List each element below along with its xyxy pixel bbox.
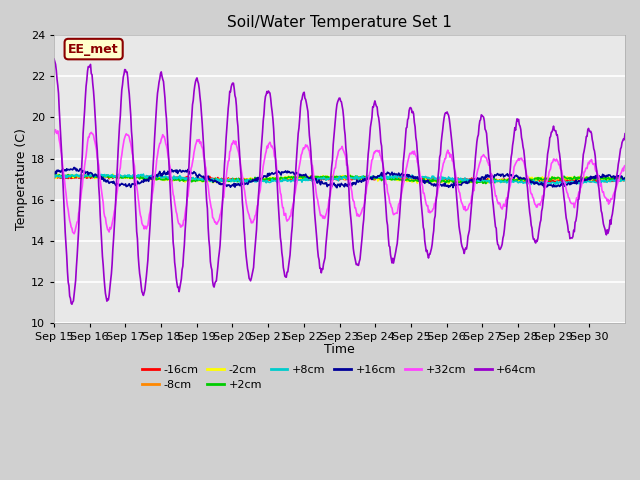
- -8cm: [481, 180, 488, 186]
- +8cm: [621, 177, 629, 183]
- +8cm: [223, 177, 230, 182]
- -16cm: [399, 176, 407, 181]
- +64cm: [223, 126, 230, 132]
- Y-axis label: Temperature (C): Temperature (C): [15, 128, 28, 230]
- -8cm: [50, 174, 58, 180]
- +2cm: [482, 180, 490, 186]
- -8cm: [431, 178, 439, 183]
- -8cm: [621, 177, 629, 183]
- +16cm: [400, 172, 408, 178]
- -2cm: [251, 176, 259, 182]
- -8cm: [273, 175, 280, 181]
- -2cm: [431, 179, 439, 184]
- +8cm: [50, 174, 58, 180]
- +16cm: [118, 180, 125, 186]
- -2cm: [50, 173, 58, 179]
- -16cm: [251, 176, 259, 181]
- +16cm: [70, 165, 78, 170]
- -2cm: [621, 177, 629, 182]
- -2cm: [399, 177, 407, 183]
- +16cm: [223, 183, 230, 189]
- +8cm: [95, 171, 103, 177]
- +8cm: [399, 173, 407, 179]
- +16cm: [273, 170, 280, 176]
- +32cm: [252, 212, 260, 218]
- -8cm: [399, 177, 407, 182]
- +8cm: [540, 182, 547, 188]
- +32cm: [50, 131, 58, 137]
- -2cm: [109, 171, 116, 177]
- -8cm: [90, 172, 98, 178]
- Line: -16cm: -16cm: [54, 176, 625, 182]
- -16cm: [223, 176, 230, 182]
- +32cm: [118, 146, 126, 152]
- +2cm: [273, 177, 280, 182]
- +64cm: [273, 171, 280, 177]
- Line: +16cm: +16cm: [54, 168, 625, 188]
- +64cm: [118, 87, 125, 93]
- -16cm: [117, 174, 125, 180]
- +2cm: [431, 178, 439, 184]
- +32cm: [70, 231, 78, 237]
- +32cm: [273, 171, 281, 177]
- +64cm: [68, 301, 76, 307]
- +32cm: [621, 163, 629, 168]
- +2cm: [251, 175, 259, 180]
- +32cm: [223, 163, 231, 169]
- +16cm: [251, 176, 259, 182]
- +64cm: [251, 245, 259, 251]
- Line: -2cm: -2cm: [54, 174, 625, 183]
- -8cm: [251, 177, 259, 182]
- Legend: -16cm, -8cm, -2cm, +2cm, +8cm, +16cm, +32cm, +64cm: -16cm, -8cm, -2cm, +2cm, +8cm, +16cm, +3…: [138, 360, 541, 395]
- +8cm: [118, 173, 125, 179]
- +2cm: [399, 178, 407, 184]
- X-axis label: Time: Time: [324, 343, 355, 356]
- +16cm: [50, 171, 58, 177]
- -16cm: [431, 176, 439, 181]
- -16cm: [273, 177, 280, 182]
- +64cm: [50, 56, 58, 62]
- Line: +8cm: +8cm: [54, 174, 625, 185]
- +8cm: [431, 175, 439, 181]
- -16cm: [547, 180, 555, 185]
- -16cm: [621, 176, 629, 182]
- Title: Soil/Water Temperature Set 1: Soil/Water Temperature Set 1: [227, 15, 452, 30]
- -16cm: [134, 173, 142, 179]
- +32cm: [400, 179, 408, 184]
- Line: +2cm: +2cm: [54, 174, 625, 183]
- Text: EE_met: EE_met: [68, 43, 119, 56]
- +64cm: [399, 161, 407, 167]
- +16cm: [621, 175, 629, 181]
- +2cm: [51, 171, 59, 177]
- +64cm: [431, 213, 439, 219]
- +2cm: [118, 175, 125, 181]
- -2cm: [273, 175, 280, 181]
- -2cm: [118, 173, 125, 179]
- +8cm: [273, 179, 280, 185]
- Line: -8cm: -8cm: [54, 175, 625, 183]
- +32cm: [52, 127, 60, 132]
- +16cm: [432, 183, 440, 189]
- Line: +32cm: +32cm: [54, 130, 625, 234]
- +64cm: [621, 131, 629, 137]
- -2cm: [445, 180, 452, 186]
- -2cm: [223, 177, 230, 183]
- -8cm: [223, 176, 230, 182]
- -16cm: [50, 175, 58, 180]
- -8cm: [118, 173, 125, 179]
- +2cm: [621, 175, 629, 180]
- +2cm: [223, 177, 230, 182]
- +2cm: [50, 172, 58, 178]
- +8cm: [251, 179, 259, 185]
- Line: +64cm: +64cm: [54, 59, 625, 304]
- +16cm: [333, 185, 340, 191]
- +32cm: [432, 196, 440, 202]
